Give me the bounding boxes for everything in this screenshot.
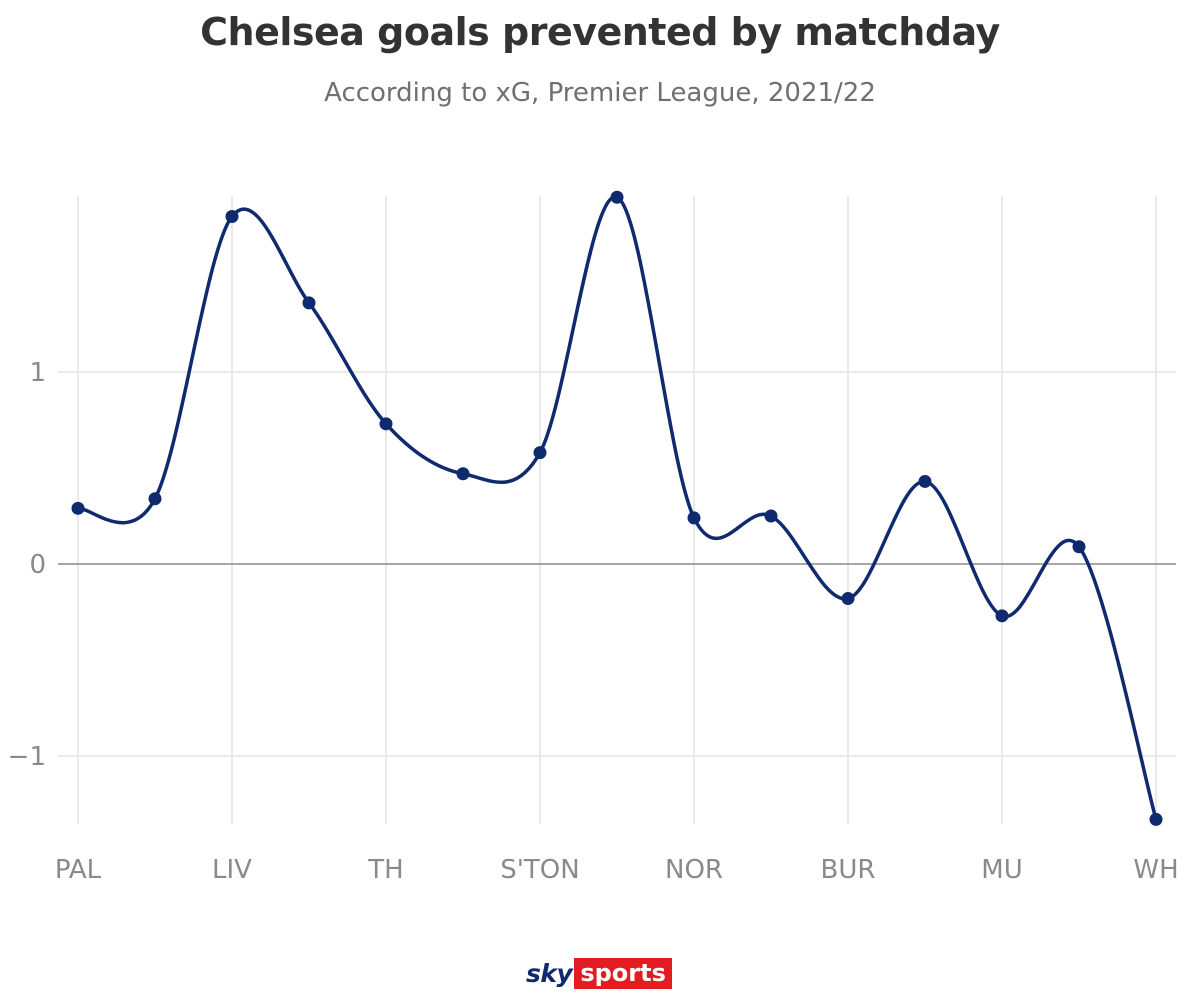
data-point-3 (302, 296, 316, 310)
data-point-12 (995, 609, 1009, 623)
x-tick-label: MU (981, 855, 1022, 885)
data-point-14 (1149, 812, 1163, 826)
x-tick-label: S'TON (500, 855, 579, 885)
data-point-2 (225, 209, 239, 223)
data-point-9 (764, 509, 778, 523)
x-tick-label: BUR (821, 855, 876, 885)
x-tick-label: TH (367, 855, 403, 885)
y-tick-label: 1 (29, 358, 46, 388)
logo-sports-badge: sports (574, 957, 672, 989)
chart-subtitle: According to xG, Premier League, 2021/22 (324, 78, 876, 108)
chart-title: Chelsea goals prevented by matchday (200, 10, 1000, 54)
data-point-7 (610, 190, 624, 204)
data-point-5 (456, 467, 470, 481)
x-tick-label: WH (1133, 855, 1178, 885)
data-point-8 (687, 511, 701, 525)
logo-sky-text: sky (526, 958, 573, 988)
x-tick-label: PAL (55, 855, 102, 885)
x-tick-label: NOR (665, 855, 723, 885)
x-tick-label: LIV (212, 855, 252, 885)
series-line (76, 195, 1158, 822)
data-point-10 (841, 592, 855, 606)
data-point-6 (533, 446, 547, 460)
sky-sports-logo: sky sports (526, 956, 672, 990)
data-point-1 (148, 492, 162, 506)
y-tick-label: 0 (29, 550, 46, 580)
data-point-13 (1072, 540, 1086, 554)
data-point-4 (379, 417, 393, 431)
data-point-0 (71, 501, 85, 515)
data-point-11 (918, 474, 932, 488)
y-tick-label: −1 (8, 742, 46, 772)
